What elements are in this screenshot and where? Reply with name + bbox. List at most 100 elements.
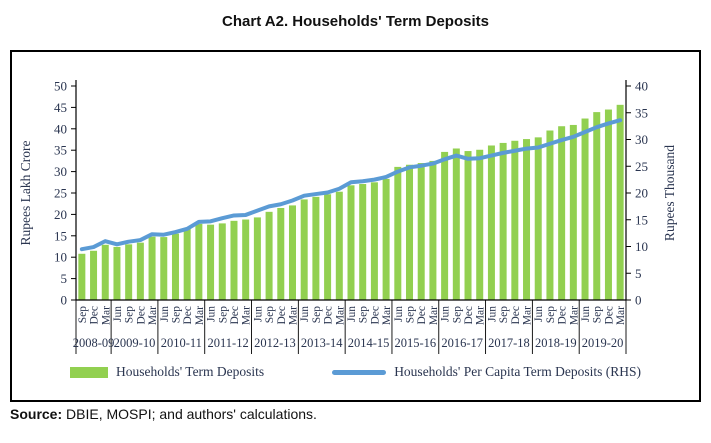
bar xyxy=(148,236,156,300)
line-series-swatch xyxy=(332,369,387,375)
quarter-label: Sep xyxy=(592,306,604,324)
chart-title: Chart A2. Households' Term Deposits xyxy=(222,13,489,30)
quarter-label: Dec xyxy=(323,306,335,325)
bar xyxy=(78,253,86,300)
quarter-label: Sep xyxy=(311,306,323,324)
left-tick-label: 0 xyxy=(61,293,68,308)
bar xyxy=(183,228,191,300)
bar xyxy=(417,163,425,300)
quarter-label: Jun xyxy=(440,306,452,322)
bar xyxy=(171,233,179,300)
line-series xyxy=(79,118,623,252)
quarter-label: Dec xyxy=(463,306,475,325)
quarter-label: Mar xyxy=(428,306,440,325)
legend: Households' Term Deposits Households' Pe… xyxy=(12,364,699,380)
year-label: 2009-10 xyxy=(114,336,156,350)
bar xyxy=(429,160,437,300)
quarter-label: Jun xyxy=(252,306,264,322)
right-tick-label: 5 xyxy=(635,266,642,281)
left-axis-title: Rupees Lakh Crore xyxy=(18,141,33,246)
quarter-label: Sep xyxy=(264,306,276,324)
quarter-label: Dec xyxy=(557,306,569,325)
bar xyxy=(523,139,531,300)
right-tick-label: 10 xyxy=(635,239,648,254)
bar xyxy=(265,211,273,300)
bar xyxy=(534,137,542,300)
quarter-label: Mar xyxy=(241,306,253,325)
bar xyxy=(593,112,601,300)
bar xyxy=(616,104,624,300)
bar xyxy=(312,196,320,300)
quarter-label: Dec xyxy=(229,306,241,325)
quarter-label: Sep xyxy=(170,306,182,324)
source-label: Source: xyxy=(10,406,63,422)
left-tick-label: 10 xyxy=(54,250,67,265)
quarter-label: Sep xyxy=(217,306,229,324)
quarter-label: Jun xyxy=(486,306,498,322)
year-label: 2017-18 xyxy=(488,336,530,350)
bar xyxy=(242,219,250,300)
bar xyxy=(101,244,109,300)
right-axis-title: Rupees Thousand xyxy=(662,145,677,241)
quarter-label: Jun xyxy=(533,306,545,322)
x-axis-labels: Sep Dec Mar Jun Sep Dec Mar Jun Sep Dec Mar Jun Sep D… xyxy=(73,300,627,354)
bar xyxy=(382,178,390,300)
year-label: 2008-09 xyxy=(73,336,115,350)
year-label: 2019-20 xyxy=(582,336,624,350)
right-tick-label: 25 xyxy=(635,159,648,174)
year-label: 2012-13 xyxy=(254,336,296,350)
chart-canvas: 0 5 10 15 20 25 30 35 40 45 50 0 5 10 15 20 25 30 35 40 Rupe… xyxy=(18,79,677,354)
bar xyxy=(125,244,133,300)
quarter-label: Mar xyxy=(522,306,534,325)
bar xyxy=(359,184,367,300)
quarter-label: Dec xyxy=(276,306,288,325)
quarter-label: Mar xyxy=(194,306,206,325)
year-label: 2011-12 xyxy=(208,336,249,350)
quarter-label: Mar xyxy=(334,306,346,325)
quarter-label: Dec xyxy=(603,306,615,325)
quarter-label: Jun xyxy=(112,306,124,322)
bar xyxy=(300,199,308,300)
bar xyxy=(218,223,226,300)
axes-group: 0 5 10 15 20 25 30 35 40 45 50 0 5 10 15 20 25 30 35 40 xyxy=(54,79,648,308)
chart-frame: 0 5 10 15 20 25 30 35 40 45 50 0 5 10 15 20 25 30 35 40 Rupe… xyxy=(10,50,701,402)
bar xyxy=(195,223,203,300)
bar xyxy=(335,191,343,300)
year-label: 2014-15 xyxy=(348,336,390,350)
bar xyxy=(136,242,144,300)
left-tick-label: 20 xyxy=(54,207,67,222)
quarter-label: Mar xyxy=(287,306,299,325)
left-tick-label: 50 xyxy=(54,79,67,94)
bar xyxy=(487,145,495,300)
bar xyxy=(499,142,507,300)
right-tick-label: 30 xyxy=(635,132,648,147)
source-text: DBIE, MOSPI; and authors' calculations. xyxy=(62,406,317,422)
bar xyxy=(581,118,589,300)
quarter-label: Sep xyxy=(498,306,510,324)
year-label: 2016-17 xyxy=(441,336,483,350)
bar xyxy=(324,194,332,300)
legend-label-bars: Households' Term Deposits xyxy=(115,364,265,379)
quarter-label: Mar xyxy=(615,306,627,325)
left-tick-label: 35 xyxy=(54,143,67,158)
quarter-label: Jun xyxy=(580,306,592,322)
year-label: 2015-16 xyxy=(395,336,437,350)
legend-item-bars: Households' Term Deposits xyxy=(69,364,265,380)
quarter-label: Jun xyxy=(206,306,218,322)
quarter-label: Dec xyxy=(510,306,522,325)
quarter-label: Dec xyxy=(182,306,194,325)
bar xyxy=(511,140,519,300)
bar xyxy=(160,237,168,300)
bar xyxy=(546,130,554,300)
left-tick-label: 15 xyxy=(54,228,67,243)
bar xyxy=(441,151,449,300)
bar xyxy=(406,164,414,300)
quarter-label: Mar xyxy=(568,306,580,325)
quarter-label: Mar xyxy=(100,306,112,325)
quarter-label: Sep xyxy=(77,306,89,324)
quarter-label: Sep xyxy=(124,306,136,324)
bar xyxy=(277,207,285,300)
bar-series-swatch xyxy=(69,366,108,378)
quarter-label: Jun xyxy=(159,306,171,322)
